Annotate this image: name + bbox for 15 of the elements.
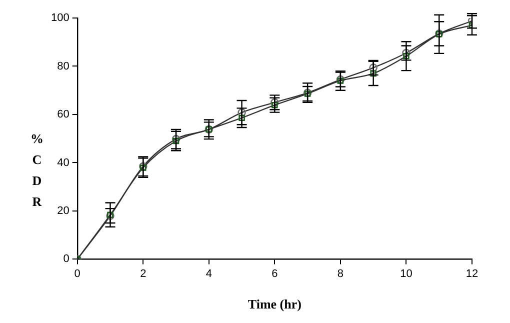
x-tick-label: 0	[74, 268, 80, 280]
x-tick-label: 2	[140, 268, 146, 280]
y-tick-label: 20	[57, 204, 70, 217]
x-tick-label: 10	[400, 268, 412, 280]
y-tick-label: 40	[57, 156, 70, 169]
y-tick-label: 80	[57, 60, 70, 72]
x-axis-title: Time (hr)	[248, 296, 302, 312]
x-tick-label: 4	[206, 268, 212, 280]
y-tick-label: 100	[50, 12, 70, 24]
y-tick-label: 60	[57, 108, 70, 121]
x-tick-label: 6	[272, 268, 278, 280]
y-axis-title: % CDR	[30, 130, 44, 211]
x-tick-label: 12	[466, 268, 478, 280]
x-tick-label: 8	[337, 268, 344, 280]
y-tick-label: 0	[63, 253, 70, 266]
